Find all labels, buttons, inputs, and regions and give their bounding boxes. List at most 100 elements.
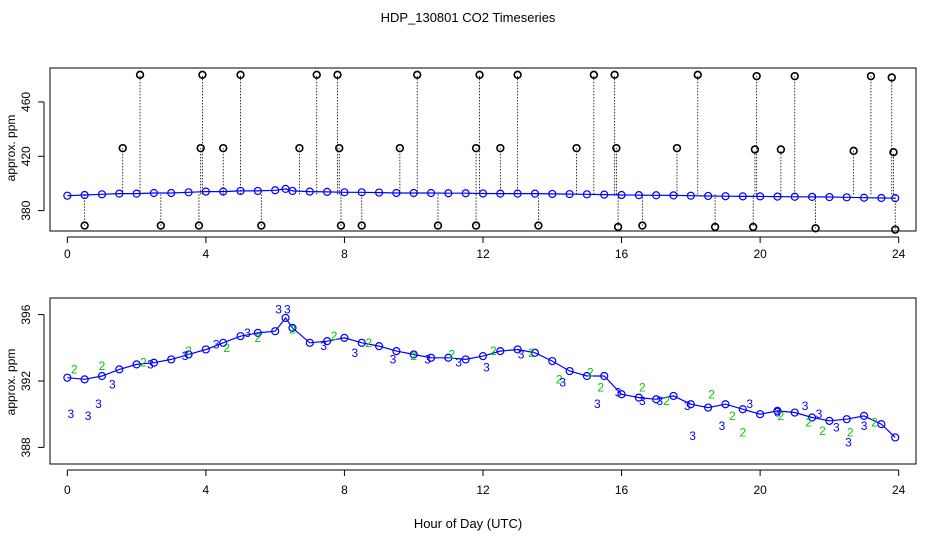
top-min-point — [257, 221, 266, 230]
top-max-point — [395, 143, 405, 153]
bottom-mean-point — [409, 350, 418, 359]
bottom-label_2-marker: 2 — [739, 425, 746, 439]
top-max-point — [333, 70, 342, 79]
bottom-mean-point — [97, 371, 107, 381]
top-mean-point — [340, 188, 349, 197]
bottom-x-tick-label: 8 — [341, 483, 348, 497]
bottom-mean-point — [496, 347, 505, 356]
top-mean-point — [201, 187, 210, 196]
bottom-label_3-marker: 3 — [845, 435, 852, 449]
top-plot-area — [63, 70, 900, 234]
top-max-point — [219, 143, 228, 153]
top-y-tick-label: 380 — [19, 200, 33, 220]
bottom-mean-point — [288, 323, 297, 332]
top-min-point — [891, 225, 900, 234]
top-min-point — [471, 221, 481, 230]
top-x-tick-label: 20 — [753, 247, 767, 261]
top-min-point — [638, 221, 647, 230]
bottom-mean-point — [721, 400, 730, 409]
top-min-point — [613, 222, 623, 232]
bottom-mean-point — [773, 406, 782, 415]
bottom-mean-point — [891, 433, 900, 442]
bottom-mean-point — [184, 350, 193, 359]
bottom-mean-point — [357, 338, 366, 347]
bottom-label_3-marker: 3 — [67, 407, 74, 421]
bottom-mean-point — [219, 338, 228, 347]
bottom-label_3-marker: 3 — [85, 409, 92, 423]
top-mean-point — [305, 187, 314, 196]
bottom-label_3-marker: 3 — [861, 419, 868, 433]
bottom-label_3-marker: 3 — [275, 303, 282, 317]
bottom-mean-point — [236, 332, 245, 341]
bottom-label_2-marker: 2 — [819, 424, 826, 438]
top-y-axis-label: approx. ppm — [4, 115, 18, 182]
top-mean-point — [461, 189, 470, 198]
top-max-point — [776, 145, 786, 154]
bottom-label_3-marker: 3 — [639, 394, 646, 408]
bottom-mean-point — [323, 337, 332, 346]
top-max-point — [135, 70, 145, 79]
bottom-label_2-marker: 2 — [223, 341, 230, 355]
top-mean-point — [825, 192, 834, 202]
top-min-point — [534, 221, 543, 230]
bottom-label_2-marker: 2 — [254, 331, 261, 345]
bottom-label_3-marker: 3 — [483, 361, 490, 375]
top-max-point — [752, 71, 761, 81]
bottom-label_3-marker: 3 — [802, 399, 809, 413]
top-mean-point — [669, 191, 678, 200]
bottom-x-tick-label: 12 — [476, 483, 490, 497]
bottom-label_2-marker: 2 — [663, 394, 670, 408]
top-mean-point — [652, 191, 661, 200]
bottom-label_2-marker: 2 — [71, 362, 78, 376]
top-mean-point — [288, 186, 297, 196]
x-axis-label: Hour of Day (UTC) — [414, 516, 522, 531]
bottom-label_3-marker: 3 — [147, 357, 154, 371]
bottom-mean-point — [790, 408, 799, 417]
bottom-mean-point — [80, 375, 89, 384]
top-mean-point — [426, 188, 436, 198]
top-max-point — [198, 70, 207, 79]
bottom-label_3-marker: 3 — [213, 337, 220, 351]
top-mean-point — [842, 193, 851, 202]
top-max-point — [412, 70, 422, 79]
top-mean-point — [738, 192, 747, 201]
top-mean-point — [773, 192, 782, 201]
bottom-label_3-marker: 3 — [109, 377, 116, 391]
top-max-point — [672, 143, 682, 153]
top-max-point — [612, 143, 621, 153]
bottom-label_3-marker: 3 — [689, 429, 696, 443]
bottom-mean-point — [461, 355, 470, 364]
bottom-label_3-marker: 3 — [594, 397, 601, 411]
bottom-label_3-marker: 3 — [774, 406, 781, 420]
bottom-label_3-marker: 3 — [656, 394, 663, 408]
top-max-point — [312, 70, 321, 79]
bottom-label_2-marker: 2 — [331, 329, 338, 343]
bottom-mean-point — [281, 313, 290, 323]
top-min-point — [710, 222, 720, 232]
bottom-mean-point — [305, 338, 314, 347]
bottom-mean-point — [704, 403, 713, 412]
bottom-mean-point — [669, 391, 678, 401]
bottom-mean-point — [756, 410, 765, 419]
bottom-mean-point — [63, 373, 72, 382]
top-max-point — [750, 145, 760, 154]
bottom-label_3-marker: 3 — [816, 407, 823, 421]
top-y-tick-label: 460 — [19, 92, 33, 112]
top-mean-point — [530, 189, 540, 198]
bottom-plot-frame — [49, 297, 917, 465]
bottom-y-axis-label: approx. ppm — [4, 349, 18, 416]
bottom-mean-point — [842, 415, 851, 424]
bottom-label_2-marker: 2 — [805, 416, 812, 430]
top-max-point — [118, 143, 127, 153]
bottom-mean-point — [201, 345, 210, 354]
bottom-mean-point — [392, 347, 401, 356]
bottom-mean-point — [617, 390, 626, 399]
top-max-point — [471, 143, 481, 153]
bottom-label_2-marker: 2 — [729, 409, 736, 423]
top-min-point — [357, 221, 366, 230]
top-y-tick-label: 420 — [19, 146, 33, 166]
top-max-point — [475, 70, 484, 79]
top-mean-point — [600, 190, 609, 199]
